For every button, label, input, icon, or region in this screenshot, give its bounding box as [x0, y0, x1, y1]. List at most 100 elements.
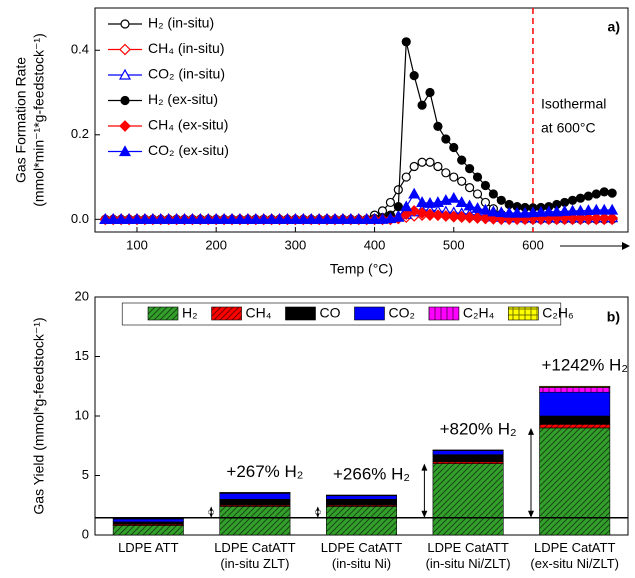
x-tick-label: 500 — [443, 237, 465, 252]
x-tick-label: 200 — [205, 237, 227, 252]
legend-swatch — [508, 307, 538, 320]
marker — [450, 143, 458, 151]
legend-marker — [121, 20, 129, 28]
legend-label: CO — [319, 305, 340, 321]
x-tick-label: 100 — [126, 237, 148, 252]
axis-arrowhead — [622, 242, 630, 250]
legend-label: CO₂ (in-situ) — [148, 66, 225, 82]
marker — [402, 173, 410, 181]
legend-label: CH₄ (ex-situ) — [148, 117, 228, 133]
y-tick-label: 0.4 — [71, 42, 89, 57]
x-axis-label: Temp (°C) — [330, 261, 393, 277]
marker — [481, 182, 489, 190]
panel-label: b) — [607, 309, 620, 325]
bar-segment — [220, 493, 290, 499]
marker — [418, 101, 426, 109]
bar-segment — [540, 428, 610, 535]
legend-marker — [121, 97, 129, 105]
bar-segment — [113, 522, 183, 524]
marker — [394, 186, 402, 194]
marker — [600, 188, 608, 196]
y-tick-label: 0 — [82, 526, 89, 541]
annotation: +1242% H₂ — [541, 356, 627, 375]
marker — [434, 162, 442, 170]
legend-swatch — [148, 307, 178, 320]
y-axis-label: (mmol*min⁻¹*g-feedstock⁻¹) — [31, 33, 47, 206]
marker — [576, 194, 584, 202]
marker — [426, 89, 434, 97]
marker — [458, 177, 466, 185]
marker — [442, 135, 450, 143]
y-axis-label: Gas Yield (mmol*g-feedstock⁻¹) — [31, 317, 47, 514]
x-tick-label: LDPE CatATT(in-situ Ni/ZLT) — [426, 540, 511, 571]
legend-label: C₂H₆ — [542, 305, 573, 321]
x-tick-label: 600 — [522, 237, 544, 252]
marker — [497, 196, 505, 204]
bar-segment — [433, 450, 503, 451]
bar-segment — [433, 464, 503, 535]
panel-label: a) — [608, 19, 620, 35]
marker — [489, 190, 497, 198]
marker — [569, 196, 577, 204]
bar-segment — [220, 499, 290, 505]
marker — [418, 158, 426, 166]
bar-segment — [540, 424, 610, 428]
x-tick-label: 300 — [285, 237, 307, 252]
bar-segment — [113, 519, 183, 522]
y-tick-label: 20 — [75, 288, 89, 303]
x-tick-label: LDPE CatATT(in-situ ZLT) — [214, 540, 295, 571]
annotation: +266% H₂ — [333, 465, 410, 484]
y-tick-label: 5 — [82, 467, 89, 482]
bar-segment — [540, 392, 610, 416]
marker — [608, 189, 616, 197]
bar-segment — [113, 525, 183, 535]
legend-label: C₂H₄ — [463, 305, 495, 321]
legend-swatch — [212, 307, 242, 320]
y-tick-label: 0.0 — [71, 211, 89, 226]
marker — [584, 192, 592, 200]
legend-label: CO₂ — [388, 305, 414, 321]
y-tick-label: 0.2 — [71, 126, 89, 141]
bar-segment — [540, 387, 610, 392]
bar-segment — [220, 506, 290, 535]
marker — [402, 38, 410, 46]
y-tick-label: 15 — [75, 348, 89, 363]
annotation: +267% H₂ — [226, 462, 303, 481]
legend-swatch — [285, 307, 315, 320]
marker — [409, 189, 419, 198]
marker — [466, 184, 474, 192]
legend-marker — [120, 121, 130, 131]
legend-label: CO₂ (ex-situ) — [148, 142, 229, 158]
y-axis-label: Gas Formation Rate — [13, 57, 29, 183]
marker — [394, 203, 402, 211]
marker — [450, 173, 458, 181]
marker — [458, 156, 466, 164]
legend-label: CH₄ — [246, 305, 272, 321]
legend-label: H₂ — [182, 305, 198, 321]
bar-segment — [326, 496, 396, 500]
legend-swatch — [354, 307, 384, 320]
marker — [410, 72, 418, 80]
legend-label: H₂ (in-situ) — [148, 15, 214, 31]
bar-segment — [433, 455, 503, 462]
y-tick-label: 10 — [75, 407, 89, 422]
annotation: +820% H₂ — [440, 419, 517, 438]
bar-segment — [540, 386, 610, 387]
marker — [442, 169, 450, 177]
bar-segment — [433, 451, 503, 455]
marker — [474, 173, 482, 181]
legend-swatch — [429, 307, 459, 320]
x-tick-label: LDPE CatATT(in-situ Ni) — [321, 540, 402, 571]
bar-segment — [540, 416, 610, 424]
annotation: at 600°C — [541, 120, 596, 136]
x-tick-label: LDPE ATT — [118, 540, 179, 555]
marker — [592, 190, 600, 198]
legend-label: CH₄ (in-situ) — [148, 40, 225, 56]
bar-segment — [326, 506, 396, 535]
legend-marker — [120, 45, 130, 55]
marker — [426, 158, 434, 166]
marker — [386, 198, 394, 206]
marker — [466, 165, 474, 173]
marker — [410, 162, 418, 170]
